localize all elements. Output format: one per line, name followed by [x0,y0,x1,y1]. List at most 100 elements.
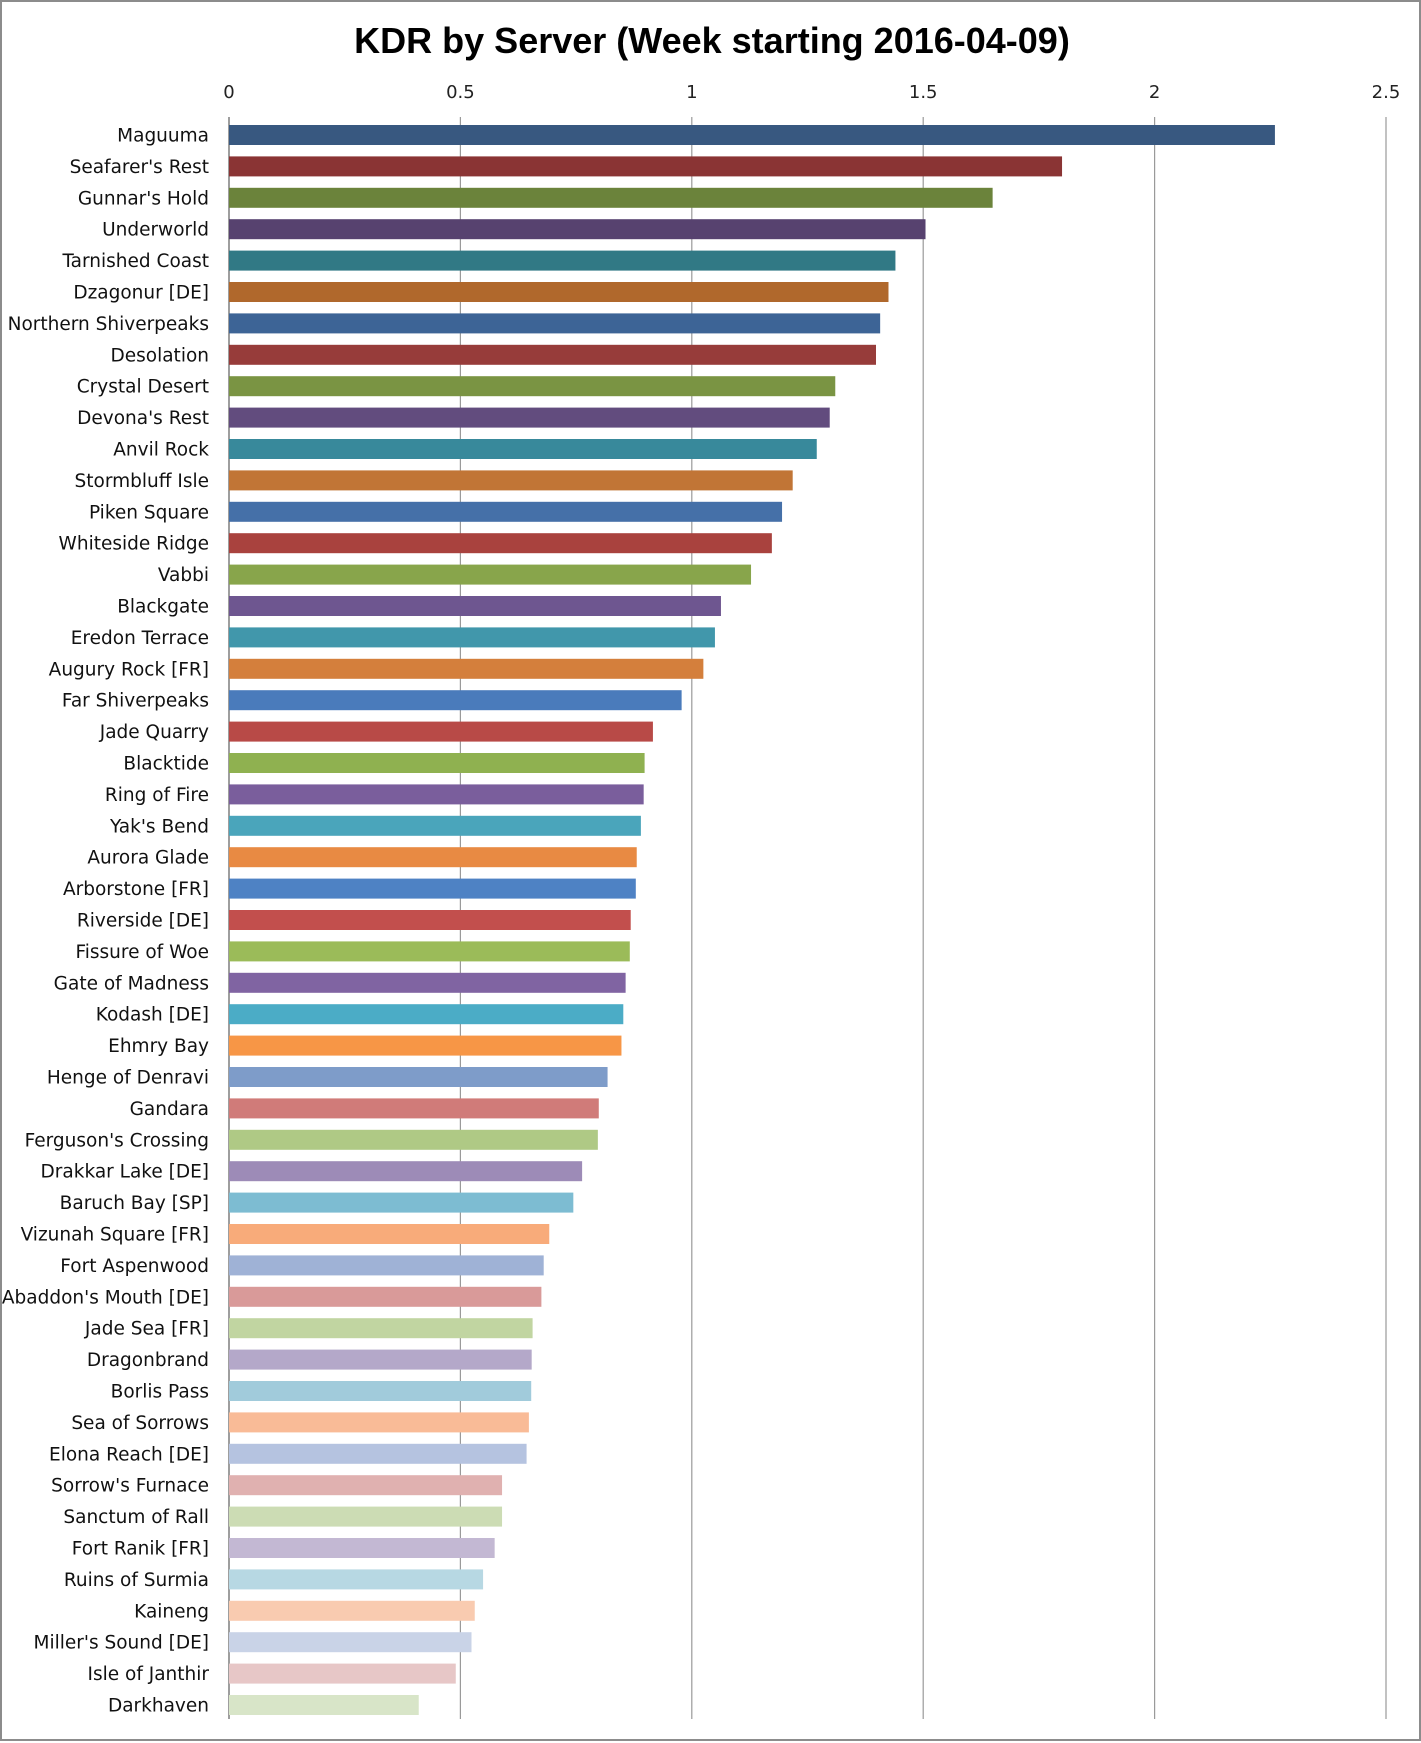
category-label: Far Shiverpeaks [62,691,209,712]
bar [229,1035,622,1056]
bar [229,501,783,522]
category-label: Northern Shiverpeaks [8,314,209,335]
category-label: Arborstone [FR] [63,879,209,900]
bar [229,313,881,334]
category-label: Crystal Desert [77,377,209,398]
bar [229,344,876,365]
category-label: Kodash [DE] [96,1005,209,1026]
bar [229,187,993,208]
category-label: Yak's Bend [109,816,209,837]
bar [229,376,836,397]
bar [229,753,645,773]
bar [229,125,1275,145]
category-label: Jade Quarry [99,722,209,743]
bar [229,1412,529,1433]
category-label: Maguuma [117,126,209,147]
bar [229,1161,583,1182]
bar [229,941,630,962]
bars [229,125,1275,1715]
bar [229,1538,495,1558]
chart-title: KDR by Server (Week starting 2016-04-09) [354,20,1070,61]
category-label: Eredon Terrace [71,628,209,649]
bar [229,847,637,868]
category-label: Tarnished Coast [61,251,209,272]
category-label: Ferguson's Crossing [25,1130,209,1151]
bar [229,1695,419,1715]
bar [229,1663,456,1684]
bar [229,1506,503,1527]
category-label: Blackgate [117,597,209,618]
category-label: Darkhaven [108,1696,209,1717]
category-label: Baruch Bay [SP] [60,1193,209,1214]
category-label: Ring of Fire [105,785,209,806]
category-label: Drakkar Lake [DE] [41,1162,209,1183]
bar [229,596,721,616]
category-labels: Maguuma Seafarer's Rest Gunnar's Hold Under… [2,126,209,1717]
category-label: Seafarer's Rest [70,157,209,178]
category-label: Devona's Rest [77,408,209,429]
x-tick-label: 0 [223,82,234,103]
x-tick-label: 2 [1149,82,1160,103]
category-label: Underworld [102,220,209,241]
bar [229,1224,550,1244]
category-label: Piken Square [89,502,209,523]
category-label: Fort Ranik [FR] [72,1539,209,1560]
bar [229,1318,533,1339]
bar [229,784,644,805]
category-label: Ehmry Bay [108,1036,209,1057]
category-label: Blacktide [123,754,209,775]
x-tick-label: 2.5 [1372,82,1401,103]
category-label: Vizunah Square [FR] [21,1225,209,1246]
category-label: Borlis Pass [111,1382,209,1403]
category-label: Dzagonur [DE] [73,283,209,304]
bar [229,1600,475,1621]
category-label: Dragonbrand [87,1350,209,1371]
category-label: Fissure of Woe [75,942,209,963]
bar [229,878,636,899]
bar [229,658,704,679]
bar [229,1067,608,1087]
bar [229,1443,527,1464]
bar [229,564,752,585]
category-label: Vabbi [158,565,209,586]
category-label: Gate of Madness [54,973,209,994]
bar [229,910,631,930]
category-label: Sanctum of Rall [63,1507,209,1528]
bar [229,1475,503,1496]
category-label: Sea of Sorrows [71,1413,209,1434]
bar [229,1192,574,1213]
category-label: Abaddon's Mouth [DE] [2,1287,209,1308]
bar [229,1632,472,1653]
bar [229,439,817,459]
bar [229,690,682,711]
category-label: Aurora Glade [87,848,209,869]
bar [229,219,926,240]
category-label: Henge of Denravi [47,1068,209,1089]
bar [229,470,793,491]
category-label: Anvil Rock [113,440,209,461]
category-label: Elona Reach [DE] [49,1444,209,1465]
bar [229,250,896,271]
bar [229,972,626,993]
bar [229,156,1063,177]
category-label: Stormbluff Isle [75,471,209,492]
category-label: Jade Sea [FR] [84,1319,209,1340]
bar [229,627,715,648]
bar [229,282,889,302]
bar [229,1286,542,1307]
bar [229,1255,544,1276]
x-tick-label: 0.5 [446,82,475,103]
category-label: Whiteside Ridge [59,534,209,555]
category-label: Kaineng [134,1601,209,1622]
category-label: Gunnar's Hold [78,188,209,209]
bar [229,1569,484,1590]
category-label: Desolation [111,345,210,366]
x-tick-label: 1 [686,82,697,103]
x-axis-ticks: 0 0.5 1 1.5 2 2.5 [223,82,1400,103]
bar [229,1098,599,1119]
category-label: Ruins of Surmia [64,1570,209,1591]
category-label: Isle of Janthir [88,1664,210,1685]
bar [229,1129,598,1150]
